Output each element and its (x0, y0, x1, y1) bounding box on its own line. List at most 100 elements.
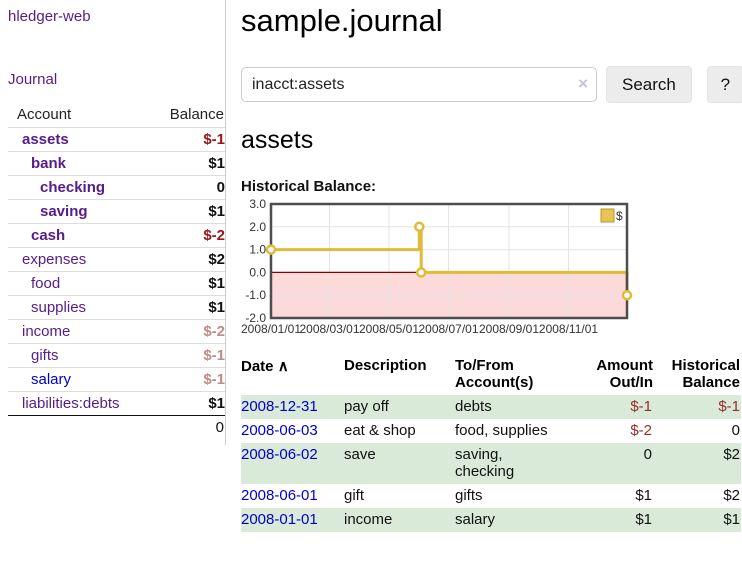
legend-swatch (600, 208, 615, 223)
account-page-title: assets (241, 126, 314, 154)
transaction-description: pay off (344, 398, 389, 415)
svg-text:2008/11/01: 2008/11/01 (539, 322, 598, 336)
account-balance: $-1 (145, 343, 225, 368)
page: hledger-web Journal Account Balance asse… (0, 0, 742, 532)
transaction-balance: $2 (723, 446, 740, 463)
transaction-amount: $1 (635, 511, 652, 528)
account-row: liabilities:debts $1 (8, 391, 225, 416)
transaction-date-link[interactable]: 2008-06-01 (241, 487, 318, 504)
svg-text:2008/05/01: 2008/05/01 (359, 322, 419, 336)
transaction-description: income (344, 511, 393, 528)
account-row: saving $1 (8, 199, 225, 224)
account-balance: $1 (145, 271, 225, 296)
account-balance: $-2 (145, 319, 225, 344)
account-row: checking 0 (8, 175, 225, 200)
account-link[interactable]: salary (31, 371, 72, 388)
register-col-2: To/From Account(s) (455, 357, 534, 391)
transaction-amount: 0 (643, 446, 652, 463)
account-row: assets $-1 (8, 127, 225, 152)
svg-text:3.0: 3.0 (249, 199, 266, 211)
account-row: gifts $-1 (8, 343, 225, 368)
chart-canvas[interactable]: 3.0 2.0 1.0 0.0 -1.0 -2.02008/01/012008/03/01… (241, 199, 661, 341)
account-link[interactable]: gifts (31, 347, 59, 364)
transaction-balance: $-1 (718, 398, 740, 415)
transaction-description: eat & shop (344, 422, 416, 439)
search-input[interactable] (241, 67, 597, 102)
transaction-description: gift (344, 487, 365, 504)
account-link[interactable]: cash (31, 227, 66, 244)
account-balance: $-2 (145, 223, 225, 248)
help-button[interactable]: ? (706, 66, 742, 103)
transaction-amount: $1 (635, 487, 652, 504)
register-col-3: Amount Out/In (596, 357, 653, 391)
register-col-1: Description (344, 357, 427, 374)
svg-text:2008/03/01: 2008/03/01 (299, 322, 359, 336)
account-balance: $1 (145, 391, 225, 416)
transaction-date-link[interactable]: 2008-06-02 (241, 446, 318, 463)
account-row: supplies $1 (8, 295, 225, 320)
legend-label: $ (616, 209, 623, 223)
transaction-date-link[interactable]: 2008-06-03 (241, 422, 318, 439)
historical-balance-chart[interactable]: 3.0 2.0 1.0 0.0 -1.0 -2.0 2008/01/01 2008/03/01… (241, 199, 742, 341)
account-row: expenses $2 (8, 247, 225, 272)
transaction-balance: $2 (723, 487, 740, 504)
svg-text:2008/09/01: 2008/09/01 (479, 322, 539, 336)
transaction-row: 2008-06-03 eat & shop food, supplies $-2… (241, 419, 741, 443)
account-link[interactable]: bank (31, 155, 67, 172)
accounts-col-balance: Balance (169, 106, 224, 123)
transaction-accounts: saving, checking (455, 446, 515, 480)
accounts-total-row: 0 (8, 415, 225, 439)
accounts-total-value: 0 (145, 415, 225, 439)
transaction-date-link[interactable]: 2008-12-31 (241, 398, 318, 415)
search-button[interactable]: Search (606, 66, 692, 103)
transaction-balance: $1 (723, 511, 740, 528)
accounts-col-account: Account (17, 106, 72, 123)
account-link[interactable]: checking (40, 179, 106, 196)
account-link[interactable]: food (31, 275, 61, 292)
register-body: 2008-12-31 pay off debts $-1 $-1 2008-06… (241, 395, 741, 532)
transaction-row: 2008-01-01 income salary $1 $1 (241, 508, 741, 532)
register-table: Date ∧ Description To/From Account(s) Amoun… (241, 355, 741, 532)
svg-text:1.0: 1.0 (249, 243, 266, 257)
transaction-accounts: salary (455, 511, 496, 528)
sidebar-item-journal[interactable]: Journal (8, 71, 58, 88)
register-col-0[interactable]: Date ∧ (241, 358, 289, 375)
main-content: sample.journal × Search ? assets Histori… (226, 0, 742, 532)
account-row: food $1 (8, 271, 225, 296)
account-link[interactable]: income (22, 323, 71, 340)
account-balance: $-1 (145, 127, 225, 152)
transaction-description: save (344, 446, 376, 463)
transaction-date-link[interactable]: 2008-01-01 (241, 511, 318, 528)
svg-text:2.0: 2.0 (249, 220, 266, 234)
account-link[interactable]: supplies (31, 299, 87, 316)
transaction-accounts: food, supplies (455, 422, 548, 439)
clear-search-icon[interactable]: × (578, 74, 588, 93)
account-link[interactable]: expenses (22, 251, 87, 268)
svg-text:2008/07/01: 2008/07/01 (418, 322, 478, 336)
account-row: income $-2 (8, 319, 225, 344)
transaction-accounts: gifts (455, 487, 483, 504)
svg-text:-1.0: -1.0 (245, 288, 266, 302)
sort-asc-icon: ∧ (277, 358, 289, 375)
account-row: salary $-1 (8, 367, 225, 392)
account-row: bank $1 (8, 151, 225, 176)
account-link[interactable]: liabilities:debts (22, 395, 120, 412)
chart-heading: Historical Balance: (241, 178, 377, 195)
account-link[interactable]: saving (40, 203, 88, 220)
account-balance: $2 (145, 247, 225, 272)
accounts-table: Account Balance assets $-1 bank $1 check… (8, 103, 225, 439)
brand-link[interactable]: hledger-web (8, 8, 91, 25)
page-title: sample.journal (241, 3, 443, 38)
register-header-row: Date ∧ Description To/From Account(s) Amoun… (241, 355, 741, 395)
account-link[interactable]: assets (22, 131, 69, 148)
account-balance: $1 (145, 295, 225, 320)
transaction-row: 2008-06-01 gift gifts $1 $2 (241, 484, 741, 508)
svg-text:2008/01/01: 2008/01/01 (241, 322, 301, 336)
svg-text:0.0: 0.0 (249, 265, 266, 279)
account-balance: $1 (145, 151, 225, 176)
account-row: cash $-2 (8, 223, 225, 248)
sidebar: hledger-web Journal Account Balance asse… (0, 0, 226, 445)
transaction-accounts: debts (455, 398, 492, 415)
sidebar-accounts-body: assets $-1 bank $1 checking 0 saving $1 … (8, 127, 225, 416)
account-balance: $-1 (145, 367, 225, 392)
